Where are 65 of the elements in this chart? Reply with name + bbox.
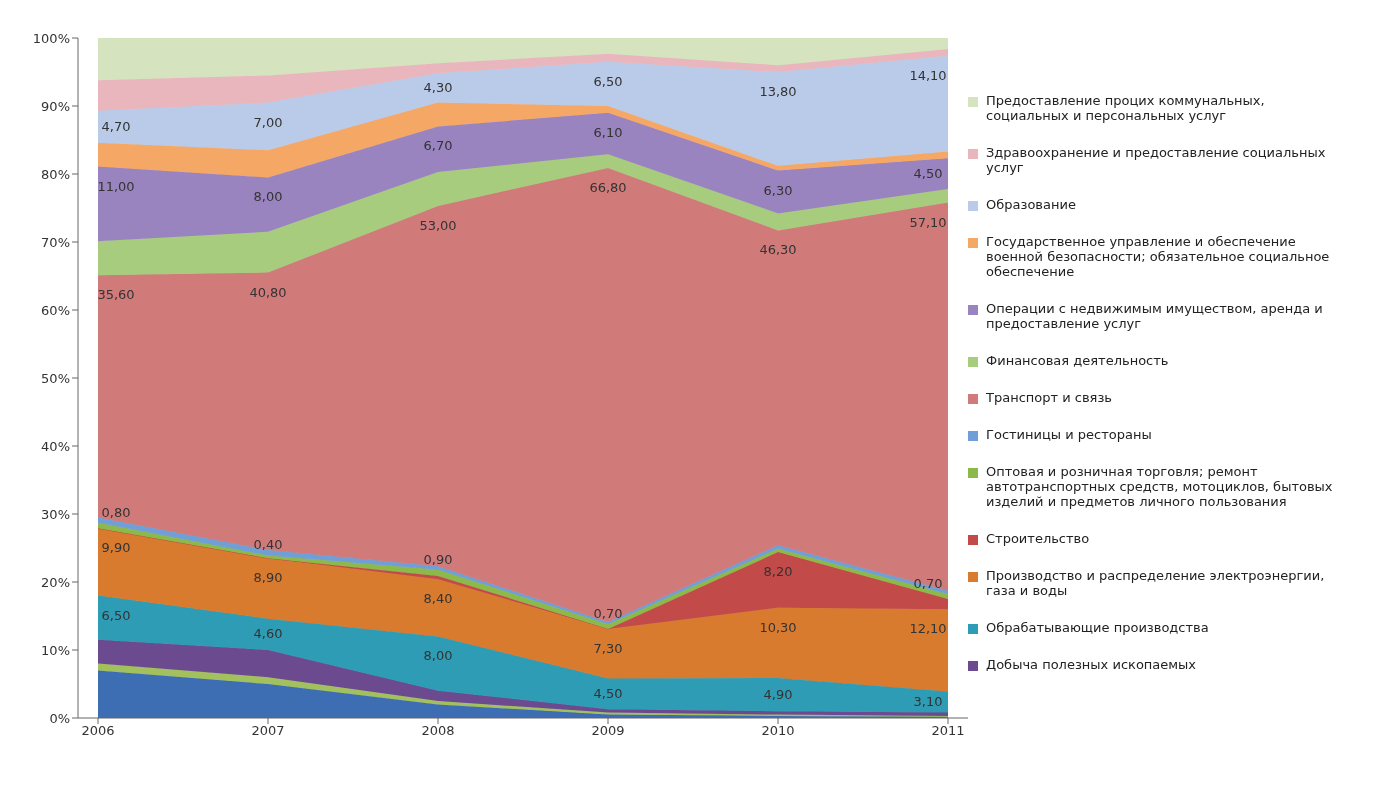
legend-label: Операции с недвижимым имуществом, аренда и предоставление услуг — [986, 300, 1324, 331]
legend-label: Добыча полезных ископаемых — [986, 656, 1197, 672]
data-label: 8,90 — [253, 570, 283, 586]
data-label: 8,20 — [763, 564, 793, 580]
y-tick-label: 10% — [41, 642, 70, 658]
legend-label: Транспорт и связь — [986, 389, 1113, 405]
data-label: 8,00 — [423, 648, 453, 664]
y-tick-label: 70% — [41, 234, 70, 250]
data-label: 7,00 — [253, 114, 283, 130]
data-label: 4,50 — [913, 165, 943, 181]
data-label: 0,40 — [253, 537, 283, 553]
y-tick-label: 90% — [41, 98, 70, 114]
data-label: 14,10 — [909, 67, 947, 83]
legend-label: Строительство — [986, 530, 1090, 546]
data-label: 11,00 — [97, 178, 135, 194]
data-label: 7,30 — [593, 640, 623, 656]
legend-label: Здравоохранение и предоставление социальных услуг — [986, 144, 1327, 175]
data-label: 0,90 — [423, 551, 453, 567]
legend-label: Финансовая деятельность — [986, 352, 1169, 368]
data-label: 6,50 — [101, 607, 131, 623]
data-label: 9,90 — [101, 540, 131, 556]
legend-label: Гостиницы и рестораны — [986, 426, 1152, 442]
y-tick-label: 30% — [41, 506, 70, 522]
data-label: 0,80 — [101, 504, 131, 520]
x-tick-label: 2006 — [81, 723, 115, 739]
data-label: 40,80 — [249, 284, 287, 300]
data-label: 6,10 — [593, 124, 623, 140]
data-label: 66,80 — [589, 179, 627, 195]
data-label: 8,00 — [253, 189, 283, 205]
y-tick-label: 40% — [41, 438, 70, 454]
data-label: 4,70 — [101, 118, 131, 134]
x-tick-label: 2008 — [421, 723, 455, 739]
data-label: 4,90 — [763, 686, 793, 702]
y-tick-label: 80% — [41, 166, 70, 182]
y-tick-label: 20% — [41, 574, 70, 590]
legend-label: Предоставление процих коммунальных, социальных и персональных услуг — [986, 92, 1266, 123]
data-label: 3,10 — [913, 694, 943, 710]
data-label: 35,60 — [97, 287, 135, 303]
data-label: 8,40 — [423, 591, 453, 607]
y-tick-label: 0% — [49, 710, 70, 726]
data-label: 57,10 — [909, 214, 947, 230]
x-tick-label: 2007 — [251, 723, 285, 739]
data-label: 6,70 — [423, 138, 453, 154]
data-label: 4,60 — [253, 626, 283, 642]
data-label: 0,70 — [593, 606, 623, 622]
data-label: 10,30 — [759, 619, 797, 635]
data-label: 6,50 — [593, 73, 623, 89]
y-tick-label: 50% — [41, 370, 70, 386]
x-tick-label: 2010 — [761, 723, 795, 739]
legend-label: Оптовая и розничная торговля; ремонт автотранспортных средств, мотоциклов, бытовых изделий и предметов личного пользования — [986, 463, 1334, 509]
data-label: 13,80 — [759, 84, 797, 99]
data-label: 4,50 — [593, 685, 623, 701]
data-label: 6,30 — [763, 182, 793, 198]
legend-label: Производство и распределение электроэнергии, газа и воды — [986, 567, 1326, 598]
legend-label: Обрабатывающие производства — [986, 619, 1209, 635]
data-label: 12,10 — [909, 621, 947, 637]
data-label: 4,30 — [423, 79, 453, 95]
data-label: 53,00 — [419, 217, 457, 233]
x-tick-label: 2011 — [931, 723, 965, 739]
legend-label: Образование — [986, 196, 1076, 212]
legend-label: Государственное управление и обеспечение военной безопасности; обязательное социальное обеспечение — [986, 233, 1331, 279]
y-tick-label: 100% — [32, 30, 70, 46]
x-tick-label: 2009 — [591, 723, 625, 739]
data-label: 46,30 — [759, 242, 797, 258]
y-tick-label: 60% — [41, 302, 70, 318]
